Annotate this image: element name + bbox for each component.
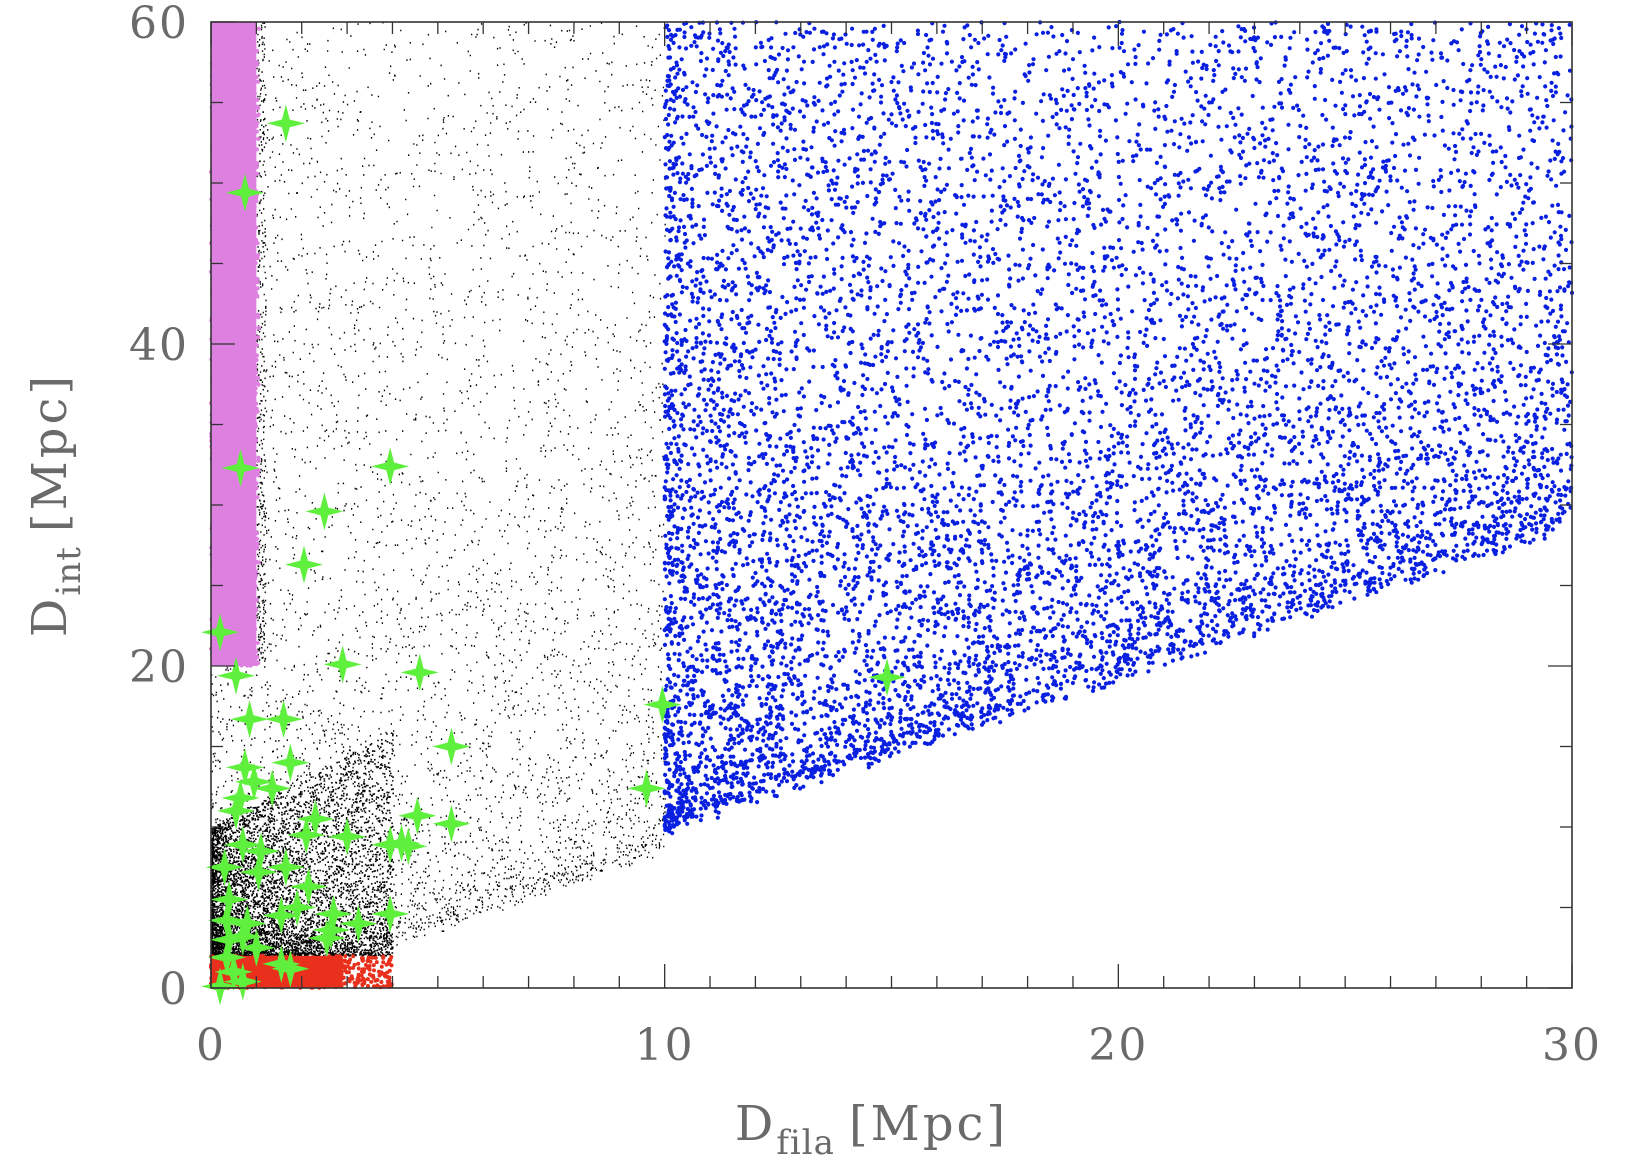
- star-point-54: [201, 967, 240, 1006]
- star-point-6: [201, 613, 240, 652]
- star-point-23: [296, 800, 335, 838]
- star-point-51: [214, 952, 253, 991]
- star-point-44: [371, 894, 410, 933]
- star-point-53: [223, 962, 262, 1001]
- star-point-13: [264, 700, 303, 739]
- star-point-37: [278, 888, 317, 927]
- star-point-16: [226, 748, 264, 787]
- y-axis-title: Dint [Mpc]: [22, 373, 89, 637]
- axis-tick-labels: 0 10 20 30 0 20 40 60: [129, 0, 1602, 1071]
- star-point-52: [271, 949, 310, 988]
- star-point-9: [400, 653, 439, 692]
- star-point-29: [389, 827, 428, 866]
- star-point-30: [371, 825, 410, 864]
- star-point-26: [328, 817, 367, 856]
- x-tick-label-2: 20: [1088, 1020, 1148, 1071]
- star-point-18: [253, 769, 292, 808]
- star-point-42: [262, 896, 301, 935]
- star-point-17: [235, 762, 274, 801]
- star-point-5: [285, 545, 323, 584]
- star-point-41: [228, 904, 267, 943]
- star-point-46: [210, 920, 249, 959]
- star-point-38: [314, 894, 353, 933]
- y-axis-title-sub: int: [49, 546, 89, 595]
- axis-ticks: [210, 21, 1573, 989]
- star-point-7: [217, 656, 255, 695]
- star-point-15: [271, 743, 310, 782]
- star-point-43: [312, 911, 351, 949]
- y-axis-title-unit: [Mpc]: [22, 373, 78, 532]
- black-point-cloud: [211, 21, 666, 957]
- star-point-28: [223, 825, 262, 864]
- star-point-10: [868, 658, 906, 697]
- series-highlighted-objects: [201, 104, 906, 1006]
- series-general-population: [211, 21, 666, 957]
- y-tick-label-2: 40: [129, 320, 189, 371]
- star-point-3: [371, 447, 410, 486]
- x-axis-title-unit: [Mpc]: [849, 1096, 1008, 1152]
- star-point-33: [239, 853, 278, 892]
- star-point-4: [305, 492, 344, 531]
- star-point-19: [627, 769, 666, 808]
- star-point-32: [205, 848, 244, 887]
- star-point-34: [266, 848, 305, 887]
- star-point-0: [266, 104, 305, 143]
- star-point-12: [230, 700, 269, 739]
- y-tick-label-0: 0: [159, 964, 189, 1015]
- star-point-20: [221, 779, 260, 817]
- x-axis-title: Dfila [Mpc]: [735, 1096, 1008, 1163]
- star-point-47: [237, 928, 276, 967]
- star-point-50: [262, 944, 301, 983]
- star-point-21: [217, 791, 255, 830]
- x-tick-label-0: 0: [196, 1020, 226, 1071]
- x-tick-label-3: 30: [1542, 1020, 1602, 1071]
- star-point-8: [323, 645, 362, 684]
- star-point-2: [221, 449, 260, 487]
- star-point-35: [289, 867, 328, 906]
- star-point-25: [287, 816, 326, 854]
- y-tick-label-1: 20: [129, 642, 189, 693]
- y-tick-label-3: 60: [129, 0, 189, 49]
- x-axis-title-main: D: [735, 1096, 776, 1152]
- x-tick-label-1: 10: [635, 1020, 695, 1071]
- star-point-39: [339, 904, 378, 943]
- star-point-49: [207, 938, 246, 977]
- star-point-36: [210, 880, 249, 919]
- y-axis-title-main: D: [22, 596, 78, 637]
- star-point-40: [207, 901, 246, 940]
- blue-point-cloud: [662, 19, 1575, 836]
- star-point-22: [398, 796, 437, 835]
- star-point-1: [226, 173, 264, 212]
- x-axis-title-sub: fila: [776, 1123, 835, 1163]
- star-point-31: [241, 832, 280, 871]
- star-point-48: [307, 919, 346, 958]
- star-point-24: [432, 804, 471, 843]
- star-point-45: [223, 917, 262, 956]
- star-point-14: [432, 727, 471, 766]
- series-dfila-gt-10: [662, 19, 1575, 836]
- star-point-11: [643, 685, 682, 724]
